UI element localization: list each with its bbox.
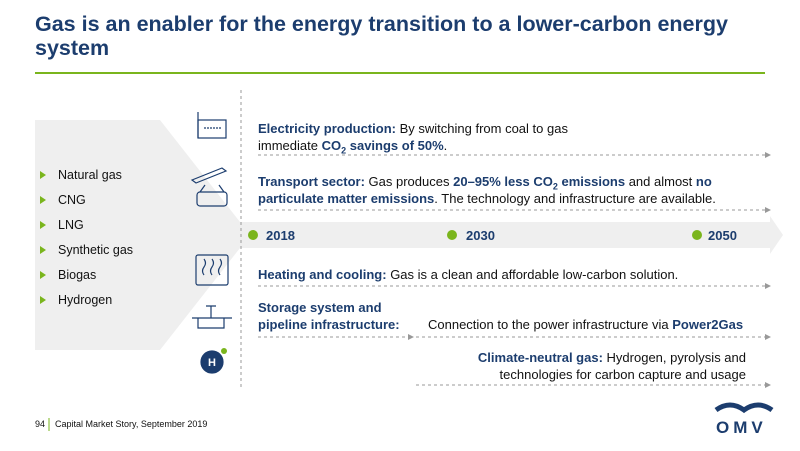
icon-h: H bbox=[208, 357, 216, 369]
row-storage-text: Connection to the power infrastructure v… bbox=[428, 316, 768, 333]
gas-item: Natural gas bbox=[40, 168, 122, 182]
text: By switching from coal to gas immediate bbox=[258, 121, 568, 153]
text: savings of 50% bbox=[349, 138, 444, 153]
text: CNG bbox=[58, 193, 86, 207]
chevron bbox=[35, 120, 783, 350]
gas-item: Biogas bbox=[40, 268, 96, 282]
title: Gas is an enabler for the energy transit… bbox=[35, 12, 728, 60]
text: Connection to the power infrastructure v… bbox=[428, 317, 669, 332]
text: Climate-neutral gas: bbox=[477, 350, 603, 365]
text: . The technology and infrastructure are … bbox=[434, 191, 716, 206]
text: 2 bbox=[552, 181, 558, 192]
year: 2030 bbox=[466, 228, 495, 243]
gas-item: Synthetic gas bbox=[40, 243, 133, 257]
page-number: 94 bbox=[35, 419, 46, 429]
row-climate: Climate-neutral gas: Hydrogen, pyrolysis… bbox=[440, 349, 746, 383]
text: CO bbox=[321, 138, 342, 153]
text: Hydrogen bbox=[58, 293, 113, 307]
logo-mark bbox=[714, 402, 774, 414]
text: Electricity production: bbox=[258, 121, 396, 136]
footer-text: Capital Market Story, September 2019 bbox=[55, 419, 208, 429]
text: Transport sector: bbox=[258, 174, 365, 189]
text: Power2Gas bbox=[672, 317, 744, 332]
text: Heating and cooling: bbox=[258, 267, 387, 282]
text: Gas produces bbox=[368, 174, 450, 189]
row-heating: Heating and cooling: Gas is a clean and … bbox=[258, 266, 758, 283]
text: Natural gas bbox=[58, 168, 122, 182]
milestones bbox=[248, 230, 702, 240]
text: no particulate matter emissions bbox=[258, 174, 712, 206]
year: 2050 bbox=[708, 228, 737, 243]
text: Gas is a clean and affordable low-carbon… bbox=[390, 267, 679, 282]
gas-item: LNG bbox=[40, 218, 84, 232]
text: . bbox=[443, 138, 448, 153]
gas-item: Hydrogen bbox=[40, 293, 112, 307]
arrows bbox=[258, 154, 765, 386]
text: emissions bbox=[561, 174, 626, 189]
row-electricity: Electricity production: By switching fro… bbox=[258, 120, 618, 156]
icons bbox=[190, 112, 232, 374]
row-storage-label: Storage system and pipeline infrastructu… bbox=[258, 300, 400, 332]
year: 2018 bbox=[266, 228, 295, 243]
row-transport: Transport sector: Gas produces 20–95% le… bbox=[258, 173, 758, 207]
logo: OMV bbox=[716, 418, 767, 437]
text: and almost bbox=[628, 174, 693, 189]
text: Hydrogen, pyrolysis and technologies for… bbox=[499, 350, 746, 382]
text: Synthetic gas bbox=[58, 243, 134, 257]
text: 2 bbox=[341, 145, 347, 156]
icon-dot bbox=[221, 348, 227, 354]
gas-item: CNG bbox=[40, 193, 86, 207]
text: Biogas bbox=[58, 268, 97, 282]
text: LNG bbox=[58, 218, 84, 232]
text: 20–95% less CO bbox=[453, 174, 553, 189]
arrowheads bbox=[408, 152, 771, 388]
